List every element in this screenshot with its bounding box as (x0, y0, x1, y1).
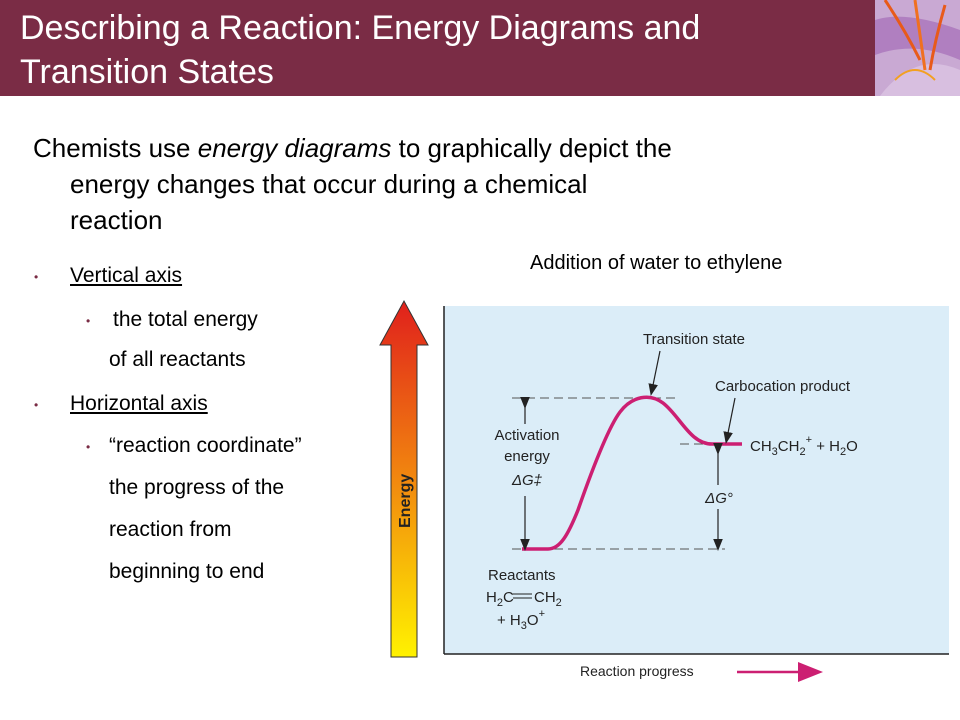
bullet-horizontal-sub1: “reaction coordinate” (109, 434, 302, 457)
energy-diagram: Energy Activation energy ΔG‡ ΔG° Transit… (379, 299, 949, 682)
intro-paragraph: Chemists use energy diagrams to graphica… (33, 130, 903, 238)
title-bar (0, 0, 875, 96)
reactants-label: Reactants (488, 567, 556, 584)
energy-axis-label: Energy (397, 474, 414, 528)
intro-text-line3: reaction (70, 205, 163, 235)
bullet-horizontal-sub2: the progress of the (109, 476, 285, 499)
delta-g-label-background (695, 485, 743, 509)
energy-axis-arrow (379, 299, 429, 658)
bullet-dot: • (34, 270, 39, 284)
transition-state-pointer (648, 350, 661, 396)
carbocation-pointer (723, 397, 736, 444)
slide-title-line1: Describing a Reaction: Energy Diagrams a… (20, 9, 701, 47)
intro-text-post: to graphically depict the (391, 133, 672, 163)
bullet-dot: • (34, 398, 39, 412)
energy-curve (522, 395, 742, 551)
bullet-dot: • (86, 440, 91, 454)
product-formula: CH3CH2+ + H2O (750, 434, 858, 458)
intro-text-emphasis: energy diagrams (197, 133, 392, 163)
bullet-vertical-sub1: the total energy (113, 308, 258, 331)
bullet-dot: • (86, 314, 91, 328)
product-formula-ch: CH (750, 438, 772, 455)
activation-energy-label-2: energy (504, 448, 550, 465)
bullet-horizontal-sub4: beginning to end (109, 560, 265, 583)
diagram-caption: Addition of water to ethylene (530, 252, 783, 274)
delta-g-double-dagger: ΔG‡ (511, 472, 543, 489)
delta-g-standard: ΔG° (704, 490, 733, 507)
intro-text-line2: energy changes that occur during a chemi… (70, 169, 588, 199)
intro-text-pre: Chemists use (33, 133, 198, 163)
activation-energy-label-1: Activation (494, 427, 559, 444)
carbocation-product-label: Carbocation product (715, 378, 851, 395)
ethylene-formula: H2C (486, 589, 514, 609)
activation-label-background (483, 424, 571, 496)
bullet-horizontal-sub3: reaction from (109, 518, 232, 541)
transition-state-label: Transition state (643, 331, 745, 348)
bullet-vertical-sub2: of all reactants (109, 348, 246, 371)
slide-title: Describing a Reaction: Energy Diagrams a… (20, 6, 870, 94)
reaction-progress-label: Reaction progress (580, 663, 694, 679)
flower-image (875, 0, 960, 96)
slide-title-line2: Transition States (20, 53, 274, 91)
bullet-vertical-axis: Vertical axis (70, 264, 183, 287)
ethylene-formula-right: CH2 (534, 589, 562, 609)
bullet-horizontal-axis: Horizontal axis (70, 392, 208, 415)
